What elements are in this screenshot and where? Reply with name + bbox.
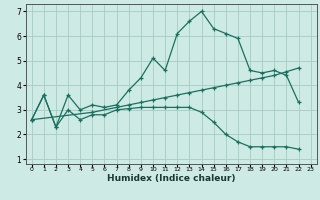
X-axis label: Humidex (Indice chaleur): Humidex (Indice chaleur): [107, 174, 236, 183]
